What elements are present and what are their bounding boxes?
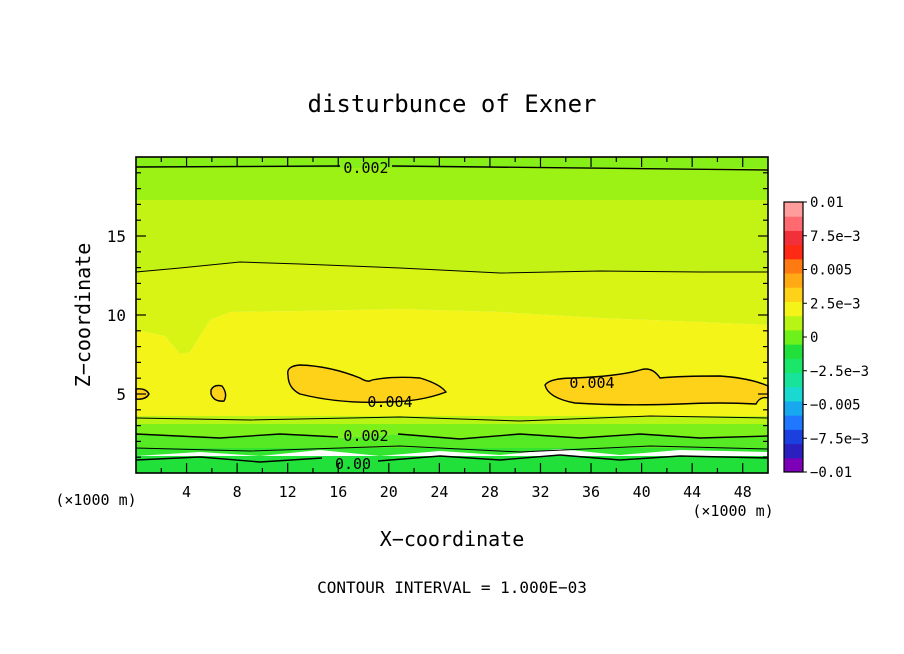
contour-interval-note: CONTOUR INTERVAL = 1.000E−03 bbox=[317, 578, 587, 597]
contour-line-0 bbox=[135, 454, 769, 463]
y-tick-label: 10 bbox=[107, 306, 126, 325]
contour-label-top: 0.002 bbox=[343, 159, 388, 177]
contour-region-right bbox=[544, 368, 769, 406]
colorbar-swatch bbox=[784, 244, 803, 260]
x-unit-left: (×1000 m) bbox=[55, 491, 136, 509]
colorbar-swatch bbox=[784, 230, 803, 246]
colorbar-swatch bbox=[784, 273, 803, 288]
band-z-7 bbox=[136, 200, 768, 273]
plot-area: 0.002 0.004 0.004 0.002 0.00 bbox=[135, 156, 769, 474]
colorbar-label: 0 bbox=[810, 330, 818, 346]
x-tick-label: 20 bbox=[380, 483, 398, 501]
x-tick-label: 4 bbox=[182, 483, 191, 501]
colorbar-swatch bbox=[784, 329, 803, 345]
contour-blob-small bbox=[210, 384, 227, 402]
band-z-8 bbox=[136, 168, 768, 200]
contour-line-1 bbox=[135, 445, 769, 453]
band-z-1 bbox=[136, 448, 768, 456]
colorbar-swatch bbox=[784, 457, 803, 473]
y-axis-label: Z−coordinate bbox=[71, 243, 95, 388]
x-tick-label: 8 bbox=[233, 483, 242, 501]
colorbar-swatch bbox=[784, 202, 803, 217]
x-tick-label: 40 bbox=[633, 483, 651, 501]
colorbar-swatch bbox=[784, 301, 803, 317]
colorbar-swatch bbox=[784, 386, 803, 402]
x-tick-label: 16 bbox=[329, 483, 347, 501]
y-tick-labels: 5 10 15 bbox=[107, 227, 126, 404]
contour-label-mid-left: 0.004 bbox=[367, 393, 412, 411]
contour-label-mid-right: 0.004 bbox=[569, 374, 614, 392]
colorbar-swatch bbox=[784, 429, 803, 445]
colorbar-label: 7.5e−3 bbox=[810, 229, 861, 245]
x-unit-right: (×1000 m) bbox=[692, 502, 773, 520]
band-z-9 bbox=[136, 157, 768, 168]
colorbar-label: −2.5e−3 bbox=[810, 364, 869, 380]
x-axis-label: X−coordinate bbox=[380, 527, 525, 551]
x-tick-labels: 4 8 12 16 20 24 28 32 36 40 44 48 bbox=[182, 483, 752, 501]
colorbar-label: −0.005 bbox=[810, 398, 861, 414]
colorbar-swatch bbox=[784, 287, 803, 302]
colorbar-swatch bbox=[784, 372, 803, 388]
band-z-0 bbox=[136, 456, 768, 473]
contour-line-3 bbox=[135, 415, 769, 422]
colorbar-swatch bbox=[784, 443, 803, 459]
colorbar-swatch bbox=[784, 216, 803, 231]
colorbar-swatch bbox=[784, 258, 803, 274]
colorbar-swatch bbox=[784, 400, 803, 416]
colorbar-swatch bbox=[784, 315, 803, 331]
contour-line-upper bbox=[135, 261, 768, 274]
contour-line-2 bbox=[135, 433, 769, 440]
colorbar-swatch bbox=[784, 415, 803, 430]
x-tick-label: 36 bbox=[582, 483, 600, 501]
colorbar-label: −7.5e−3 bbox=[810, 431, 869, 447]
chart-title: disturbunce of Exner bbox=[308, 90, 597, 118]
band-z-3 bbox=[136, 424, 768, 439]
x-tick-label: 44 bbox=[683, 483, 701, 501]
axis-ticks bbox=[136, 157, 768, 473]
colorbar-label: 0.005 bbox=[810, 263, 852, 279]
colorbar-label: −0.01 bbox=[810, 465, 852, 481]
y-tick-label: 5 bbox=[116, 385, 126, 404]
x-tick-label: 24 bbox=[430, 483, 448, 501]
x-tick-label: 12 bbox=[279, 483, 297, 501]
x-tick-label: 32 bbox=[531, 483, 549, 501]
band-z-6 bbox=[136, 262, 768, 354]
contour-line-top bbox=[135, 165, 769, 171]
colorbar: 0.01 7.5e−3 0.005 2.5e−3 0 −2.5e−3 −0.005 −7.5e… bbox=[783, 195, 869, 481]
x-tick-label: 28 bbox=[481, 483, 499, 501]
band-z-2 bbox=[136, 434, 768, 448]
colorbar-swatch bbox=[784, 358, 803, 374]
y-tick-label: 15 bbox=[107, 227, 126, 246]
contour-label-low: 0.002 bbox=[343, 427, 388, 445]
colorbar-label: 2.5e−3 bbox=[810, 296, 861, 312]
colorbar-swatch bbox=[784, 344, 803, 359]
contour-label-bottom: 0.00 bbox=[335, 455, 371, 473]
x-tick-label: 48 bbox=[734, 483, 752, 501]
colorbar-label: 0.01 bbox=[810, 195, 844, 211]
contour-region-left bbox=[287, 364, 448, 404]
